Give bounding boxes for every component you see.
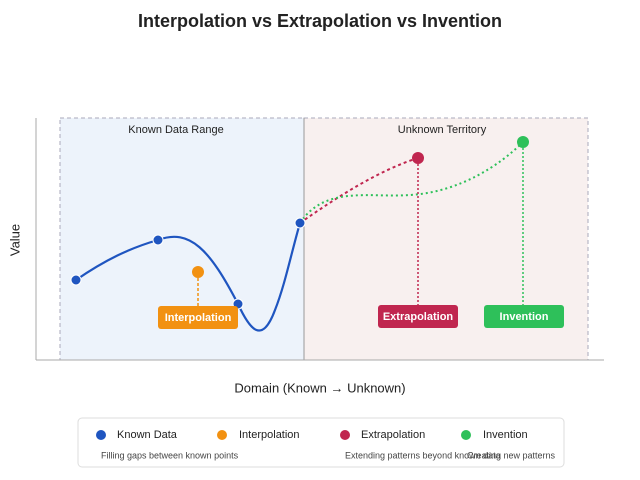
interpolation-point xyxy=(192,266,204,278)
known-point xyxy=(294,217,306,229)
callout-label: Invention xyxy=(500,311,549,323)
known-point xyxy=(152,234,164,246)
x-axis-label: Domain (Known → Unknown) xyxy=(234,380,405,395)
legend-marker xyxy=(340,430,350,440)
legend xyxy=(77,417,565,468)
legend-label: Known Data xyxy=(117,429,178,441)
legend-label: Invention xyxy=(483,429,528,441)
legend-marker xyxy=(461,430,471,440)
title: Interpolation vs Extrapolation vs Invent… xyxy=(138,11,502,31)
legend-note: Extending patterns beyond known data xyxy=(345,450,501,460)
legend-marker xyxy=(217,430,227,440)
callout-label: Extrapolation xyxy=(383,311,454,323)
region-label: Unknown Territory xyxy=(398,124,487,136)
legend-note: Filling gaps between known points xyxy=(101,450,239,460)
invention-point xyxy=(517,136,529,148)
callout-box xyxy=(484,305,564,328)
callout-label: Interpolation xyxy=(165,312,232,324)
y-axis-label: Value xyxy=(7,224,22,256)
legend-label: Interpolation xyxy=(239,429,300,441)
legend-note: Creating new patterns xyxy=(467,450,556,460)
extrapolation-point xyxy=(412,152,424,164)
legend-label: Extrapolation xyxy=(361,429,425,441)
known-point xyxy=(70,274,82,286)
callout-box xyxy=(378,305,458,328)
region-label: Known Data Range xyxy=(128,124,223,136)
invention-curve xyxy=(299,141,524,224)
legend-marker xyxy=(96,430,106,440)
extrapolation-curve xyxy=(299,157,419,224)
callout-box xyxy=(158,306,238,329)
